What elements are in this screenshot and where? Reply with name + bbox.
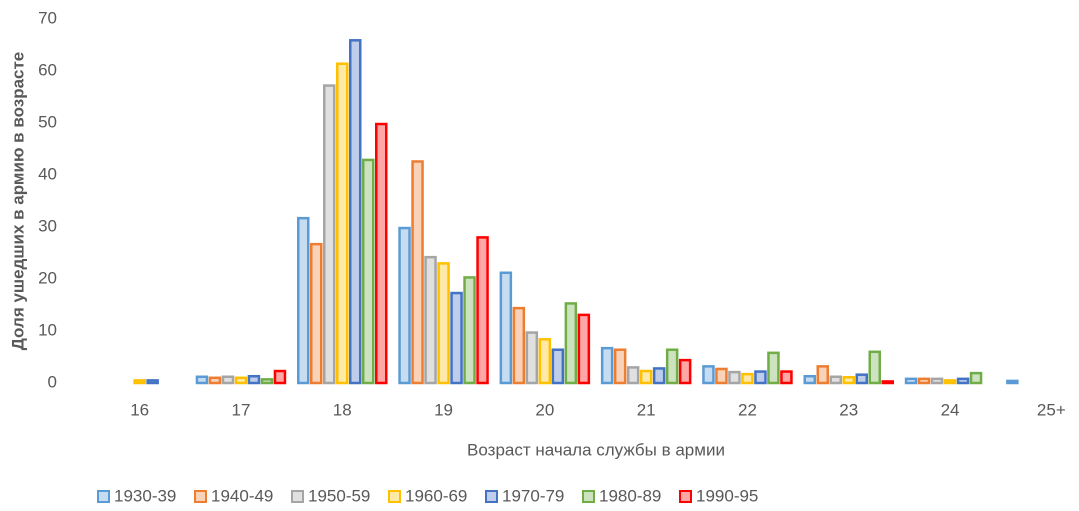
- x-tick-label: 18: [333, 400, 352, 419]
- bar: [260, 378, 274, 385]
- bar: [665, 348, 679, 385]
- bar: [375, 122, 388, 385]
- legend-swatch: [194, 490, 207, 503]
- bar: [146, 379, 159, 385]
- y-tick-label: 40: [38, 164, 57, 183]
- x-tick-label: 16: [130, 400, 149, 419]
- bar: [273, 369, 287, 385]
- bar: [881, 380, 894, 385]
- bar: [577, 313, 591, 385]
- bar: [362, 158, 375, 385]
- bar: [323, 84, 336, 385]
- bar: [476, 236, 489, 385]
- bar: [411, 160, 424, 385]
- bar: [626, 366, 640, 385]
- bar: [754, 370, 767, 385]
- bar: [525, 331, 539, 385]
- bar: [969, 371, 983, 385]
- bar: [715, 367, 728, 385]
- y-tick-label: 70: [38, 8, 57, 27]
- bar: [868, 350, 881, 385]
- legend-swatch: [388, 490, 401, 503]
- legend-label: 1990-95: [696, 486, 758, 505]
- y-tick-label: 60: [38, 60, 57, 79]
- bar: [1006, 379, 1019, 385]
- bar: [741, 372, 754, 385]
- legend-swatch: [679, 490, 692, 503]
- bar: [842, 376, 855, 385]
- bar: [221, 375, 235, 385]
- y-tick-label: 10: [38, 320, 57, 339]
- legend-label: 1970-79: [502, 486, 564, 505]
- bar: [930, 377, 944, 385]
- x-tick-label: 19: [434, 400, 453, 419]
- bar: [538, 338, 552, 385]
- bar: [310, 242, 323, 385]
- bar: [767, 351, 780, 385]
- bar: [208, 376, 222, 385]
- y-tick-label: 0: [48, 372, 57, 391]
- x-axis-title: Возраст начала службы в армии: [467, 440, 725, 459]
- legend-label: 1950-59: [308, 486, 370, 505]
- bar: [652, 367, 666, 385]
- legend-label: 1930-39: [114, 486, 176, 505]
- bar: [499, 271, 513, 385]
- bar: [133, 379, 146, 385]
- legend-swatch: [485, 490, 498, 503]
- bar: [639, 369, 653, 385]
- x-tick-label: 22: [738, 400, 757, 419]
- y-tick-label: 50: [38, 112, 57, 131]
- bar: [247, 374, 261, 385]
- bar: [424, 255, 437, 385]
- bar: [855, 373, 868, 385]
- bar: [780, 370, 793, 385]
- bar: [956, 377, 970, 385]
- bar: [450, 291, 463, 385]
- bar: [803, 374, 816, 385]
- y-axis-title: Доля ушедших в армию в возрасте: [8, 52, 27, 351]
- x-tick-label: 23: [839, 400, 858, 419]
- legend-label: 1940-49: [211, 486, 273, 505]
- bar: [816, 365, 829, 385]
- legend-swatch: [291, 490, 304, 503]
- bar: [512, 306, 526, 385]
- legend-swatch: [582, 490, 595, 503]
- bar: [702, 365, 715, 385]
- bar: [943, 379, 957, 385]
- bar: [551, 348, 565, 385]
- bar: [904, 377, 918, 385]
- bar: [234, 376, 248, 385]
- bar: [678, 358, 692, 385]
- bar: [600, 346, 614, 385]
- bar: [297, 216, 310, 385]
- legend-label: 1980-89: [599, 486, 661, 505]
- x-tick-label: 21: [637, 400, 656, 419]
- bar: [613, 348, 627, 385]
- bar: [398, 226, 411, 385]
- bar: [564, 302, 578, 385]
- bar: [917, 377, 931, 385]
- bar: [349, 39, 362, 385]
- x-tick-label: 24: [941, 400, 960, 419]
- bar: [728, 370, 741, 385]
- legend-label: 1960-69: [405, 486, 467, 505]
- x-tick-label: 20: [535, 400, 554, 419]
- x-tick-label: 17: [231, 400, 250, 419]
- bar: [195, 375, 209, 385]
- bar: [463, 276, 476, 385]
- bar: [336, 62, 349, 385]
- bar: [829, 375, 842, 385]
- bar: [437, 262, 450, 385]
- legend-swatch: [97, 490, 110, 503]
- y-tick-label: 30: [38, 216, 57, 235]
- y-tick-label: 20: [38, 268, 57, 287]
- x-tick-label: 25+: [1037, 400, 1066, 419]
